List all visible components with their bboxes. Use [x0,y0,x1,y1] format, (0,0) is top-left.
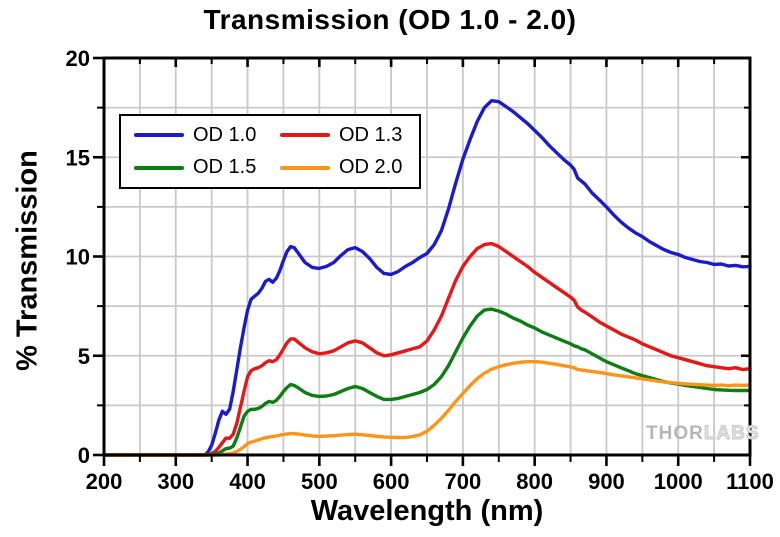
thorlabs-watermark-thor: THOR [646,423,704,444]
curve-od-1.0 [102,98,752,457]
legend-line-sample [134,165,184,170]
legend-line-sample [134,133,184,138]
x-tick-label: 500 [301,469,338,494]
y-tick-label: 15 [66,145,90,170]
thorlabs-watermark: THORLABS [646,423,760,445]
x-tick-label: 1100 [726,469,774,494]
y-tick-label: 10 [66,245,90,270]
legend-line-sample [280,133,330,138]
tick-labels: 200 300 400 500 600 700 800 900 1000 1100 0 5 10 15 20 [66,46,774,494]
legend-label: OD 1.0 [193,123,257,146]
x-tick-label: 600 [373,469,410,494]
legend: OD 1.0 OD 1.3 OD 1.5 OD 2.0 [119,114,421,189]
x-tick-label: 300 [157,469,194,494]
x-tick-label: 200 [86,469,123,494]
y-axis-label: % Transmission [11,150,44,371]
curves [102,98,752,457]
legend-label: OD 1.3 [339,123,403,146]
curve-od-2.0 [102,360,752,457]
legend-line-sample [280,165,330,170]
legend-item-od-1.5: OD 1.5 [134,155,280,181]
y-tick-label: 0 [78,443,90,468]
legend-label: OD 2.0 [339,156,403,179]
x-tick-label: 800 [516,469,553,494]
x-tick-label: 1000 [654,469,703,494]
y-tick-label: 5 [78,344,90,369]
x-tick-label: 900 [588,469,625,494]
legend-label: OD 1.5 [193,156,257,179]
thorlabs-watermark-labs: LABS [703,423,760,445]
legend-item-od-1.0: OD 1.0 [134,122,280,148]
chart-title: Transmission (OD 1.0 - 2.0) [203,4,577,35]
x-tick-label: 700 [445,469,482,494]
curve-od-1.3 [102,241,752,457]
curve-od-1.5 [102,307,752,457]
axis-ticks [93,56,752,466]
legend-item-od-2.0: OD 2.0 [280,155,419,181]
x-tick-label: 400 [229,469,266,494]
legend-item-od-1.3: OD 1.3 [280,122,419,148]
x-axis-label: Wavelength (nm) [310,495,544,527]
y-tick-label: 20 [66,46,90,71]
